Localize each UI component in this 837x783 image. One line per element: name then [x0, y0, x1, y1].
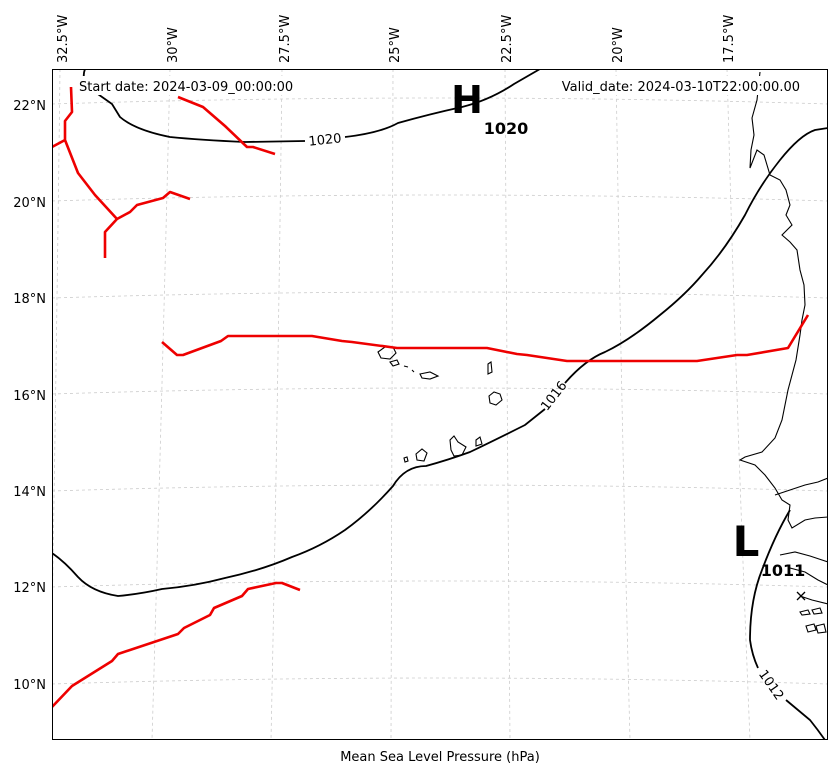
parallel-line [52, 580, 828, 588]
front-line-north [52, 86, 276, 258]
start-date-label: Start date: 2024-03-09_00:00:00 [79, 80, 293, 95]
lon-tick-label: 25°W [388, 27, 403, 63]
capeverde-boa-vista [488, 391, 503, 406]
meridian-line [52, 69, 61, 648]
high-pressure-letter: H [451, 78, 483, 122]
capeverde-sao-vicente [389, 359, 400, 367]
x-axis-label: Mean Sea Level Pressure (hPa) [340, 750, 540, 765]
meridian-line [615, 69, 631, 740]
isobar-1016 [52, 127, 828, 597]
lat-tick-label: 16°N [13, 389, 46, 404]
capeverde-brava [403, 456, 409, 463]
lat-tick-label: 10°N [13, 678, 46, 693]
lon-tick-label: 22.5°W [500, 15, 515, 63]
isobar-label-1020: 1020 [308, 131, 342, 149]
isobars [52, 69, 828, 740]
lat-tick-label: 20°N [13, 196, 46, 211]
isobar-1012 [749, 509, 826, 740]
meridian-line [270, 69, 283, 740]
latitude-ticks: 22°N 20°N 18°N 16°N 14°N 12°N 10°N [13, 99, 46, 693]
coastline [377, 71, 828, 634]
front-line-central [161, 314, 810, 363]
capeverde-fogo [415, 448, 428, 462]
lat-tick-label: 12°N [13, 581, 46, 596]
graticule [52, 69, 828, 740]
parallel-line [52, 194, 828, 202]
lon-tick-label: 27.5°W [278, 15, 293, 63]
parallel-line [52, 484, 828, 492]
parallel-line [52, 291, 828, 299]
lat-tick-label: 18°N [13, 292, 46, 307]
meridian-line [504, 69, 511, 740]
gambia-coastline [774, 477, 828, 496]
front-line-south [52, 581, 301, 708]
guinea-bissau-coastline [779, 551, 828, 605]
valid-date-label: Valid_date: 2024-03-10T22:00:00.00 [562, 80, 800, 95]
capeverde-maio [475, 436, 483, 447]
isobar-label-1012: 1012 [755, 667, 786, 703]
parallel-line [52, 387, 828, 395]
africa-coastline [738, 71, 828, 529]
low-pressure-letter: L [733, 517, 760, 566]
low-pressure-value: 1011 [761, 561, 806, 580]
bijagos-islands [799, 607, 827, 634]
fronts [52, 86, 810, 708]
capeverde-sao-nicolau [419, 371, 440, 380]
lon-tick-label: 30°W [166, 27, 181, 63]
isobar-label-1016: 1016 [538, 379, 570, 414]
meridian-line [726, 69, 751, 740]
capeverde-santiago [449, 435, 467, 457]
capeverde-sal [487, 361, 493, 375]
capeverde-santa-luzia [403, 365, 415, 373]
lon-tick-label: 32.5°W [56, 15, 71, 63]
header-start-bg [74, 76, 312, 95]
longitude-ticks: 32.5°W 30°W 27.5°W 25°W 22.5°W 20°W 17.5… [56, 15, 737, 63]
high-pressure-value: 1020 [484, 119, 529, 138]
lat-tick-label: 14°N [13, 485, 46, 500]
lat-tick-label: 22°N [13, 99, 46, 114]
map-frame [52, 69, 828, 740]
parallel-line [52, 97, 828, 105]
low-center-marker [796, 591, 806, 601]
header-valid-bg [540, 76, 806, 95]
lon-tick-label: 20°W [611, 27, 626, 63]
parallel-line [52, 677, 828, 685]
meridian-line [390, 69, 394, 740]
lon-tick-label: 17.5°W [722, 15, 737, 63]
